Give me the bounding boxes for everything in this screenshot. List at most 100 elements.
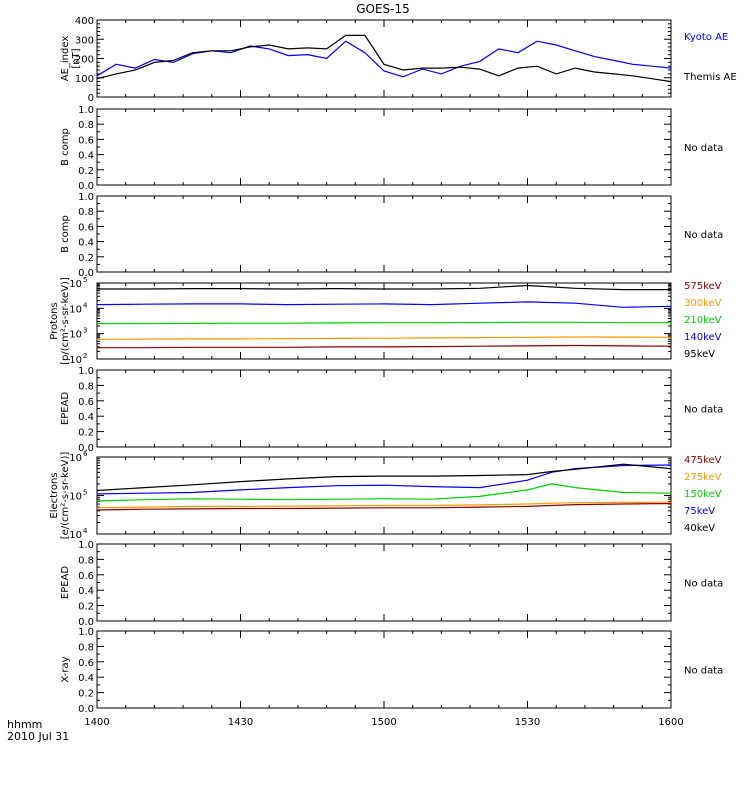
- y-tick-label: 0.2: [78, 166, 94, 177]
- y-tick-label: 0.2: [78, 428, 94, 439]
- panel-ae: 0 100 200 300 400 AE_index [nT] Kyoto AE Themis …: [60, 16, 737, 104]
- series-line-140kev: [96, 301, 672, 308]
- y-axis-label: AE_index: [60, 36, 71, 82]
- side-label: Kyoto AE: [684, 32, 728, 43]
- y-tick-label: 0.8: [78, 381, 94, 392]
- side-label: 40keV: [684, 523, 715, 534]
- side-label: No data: [684, 143, 723, 154]
- panel-xray: 0.0 0.2 0.4 0.6 0.8 1.0 X-ray No data: [60, 627, 723, 715]
- side-label: 75keV: [684, 506, 715, 517]
- panels: 0 100 200 300 400 AE_index [nT] Kyoto AE Themis …: [49, 16, 737, 715]
- y-tick-label: 1.0: [78, 627, 94, 638]
- y-tick-label: 0.4: [78, 151, 94, 162]
- side-label: 140keV: [684, 332, 722, 343]
- x-axis: hhmm 2010 Jul 31 1400 1430 1500 1530 1600: [7, 717, 684, 743]
- panel-frame: [96, 543, 672, 622]
- y-tick-label: 0.8: [78, 207, 94, 218]
- y-axis-label: [nT]: [71, 48, 82, 68]
- panel-epead1: 0.0 0.2 0.4 0.6 0.8 1.0 EPEAD No data: [60, 366, 723, 454]
- y-axis-label: Protons: [49, 302, 60, 339]
- side-label: 575keV: [684, 281, 722, 292]
- panel-b2: 0.0 0.2 0.4 0.6 0.8 1.0 B comp No data: [60, 192, 723, 279]
- y-tick-label-exponent: 2: [83, 352, 87, 360]
- x-tick-label: 1530: [515, 717, 540, 728]
- series-line-150kev: [96, 483, 672, 502]
- series-line-300kev: [96, 336, 672, 340]
- y-tick-label: 1.0: [78, 192, 94, 203]
- side-label: 150keV: [684, 489, 722, 500]
- y-tick-label-exponent: 6: [83, 450, 88, 458]
- side-label: No data: [684, 405, 723, 416]
- y-tick-label: 0.0: [78, 181, 94, 192]
- y-tick-label: 0.2: [78, 602, 94, 613]
- y-tick-label: 10: [69, 530, 82, 541]
- y-tick-label: 10: [69, 492, 82, 503]
- series-line-210kev: [97, 321, 671, 325]
- y-axis-label: [e/(cm²-s-sr-keV)]: [60, 452, 71, 540]
- series-line-575kev: [97, 344, 672, 349]
- side-label: Themis AE: [683, 72, 737, 83]
- y-tick-label: 0.0: [78, 268, 94, 279]
- y-tick-label: 0.2: [78, 689, 94, 700]
- x-axis-label-date: 2010 Jul 31: [7, 730, 69, 743]
- series-line-95kev: [97, 284, 671, 291]
- y-tick-label: 100: [75, 74, 94, 85]
- side-label: No data: [684, 230, 723, 241]
- series-line-kyoto-ae: [96, 40, 672, 78]
- series-line-275kev: [96, 501, 672, 509]
- y-tick-label: 1.0: [78, 105, 94, 116]
- y-tick-label: 10: [69, 279, 82, 290]
- x-tick-label: 1500: [371, 717, 396, 728]
- y-axis-label: EPEAD: [60, 392, 71, 426]
- y-axis-label: [p/(cm²-s-sr-keV)]: [60, 277, 71, 365]
- y-tick-label: 300: [75, 35, 94, 46]
- panel-b1: 0.0 0.2 0.4 0.6 0.8 1.0 B comp No data: [60, 105, 723, 192]
- side-label: 300keV: [684, 298, 722, 309]
- y-tick-label: 10: [69, 330, 82, 341]
- panel-frame: [96, 195, 672, 273]
- y-tick-label: 0.0: [78, 704, 94, 715]
- y-tick-label: 0: [88, 93, 94, 104]
- y-tick-label: 10: [69, 304, 82, 315]
- y-tick-label: 0.6: [78, 658, 94, 669]
- y-tick-label: 0.2: [78, 253, 94, 264]
- series-line-40kev: [96, 463, 672, 492]
- y-tick-label: 0.6: [78, 222, 94, 233]
- y-tick-label: 0.0: [78, 617, 94, 628]
- side-label: No data: [684, 579, 723, 590]
- x-axis-label-hhmm: hhmm: [7, 718, 42, 731]
- y-tick-label-exponent: 4: [83, 527, 88, 535]
- y-axis-label: EPEAD: [60, 566, 71, 600]
- y-tick-label: 400: [75, 16, 94, 27]
- side-label: 210keV: [684, 315, 722, 326]
- y-tick-label: 0.8: [78, 555, 94, 566]
- x-tick-label: 1400: [84, 717, 109, 728]
- y-tick-label-exponent: 4: [83, 301, 88, 309]
- y-tick-label: 0.4: [78, 673, 94, 684]
- side-label: 95keV: [684, 349, 715, 360]
- y-tick-label: 200: [75, 55, 94, 66]
- y-tick-label: 1.0: [78, 540, 94, 551]
- y-axis-label: B comp: [60, 128, 71, 166]
- series-line-75kev: [96, 464, 672, 495]
- side-label: 475keV: [684, 455, 722, 466]
- y-tick-label: 1.0: [78, 366, 94, 377]
- y-tick-label-exponent: 5: [83, 276, 87, 284]
- y-tick-label-exponent: 5: [83, 489, 87, 497]
- y-tick-label: 0.6: [78, 135, 94, 146]
- panel-epead2: 0.0 0.2 0.4 0.6 0.8 1.0 EPEAD No data: [60, 540, 723, 628]
- y-tick-label: 0.4: [78, 586, 94, 597]
- y-tick-label: 0.0: [78, 443, 94, 454]
- y-tick-label: 0.4: [78, 238, 94, 249]
- y-tick-label: 0.6: [78, 571, 94, 582]
- y-axis-label: X-ray: [60, 656, 71, 682]
- series-line-475kev: [96, 502, 672, 511]
- y-tick-label: 0.8: [78, 642, 94, 653]
- y-tick-label: 0.8: [78, 120, 94, 131]
- y-tick-label-exponent: 3: [83, 327, 87, 335]
- y-tick-label: 10: [69, 355, 82, 366]
- chart-title: GOES-15: [356, 2, 410, 16]
- y-axis-label: B comp: [60, 215, 71, 253]
